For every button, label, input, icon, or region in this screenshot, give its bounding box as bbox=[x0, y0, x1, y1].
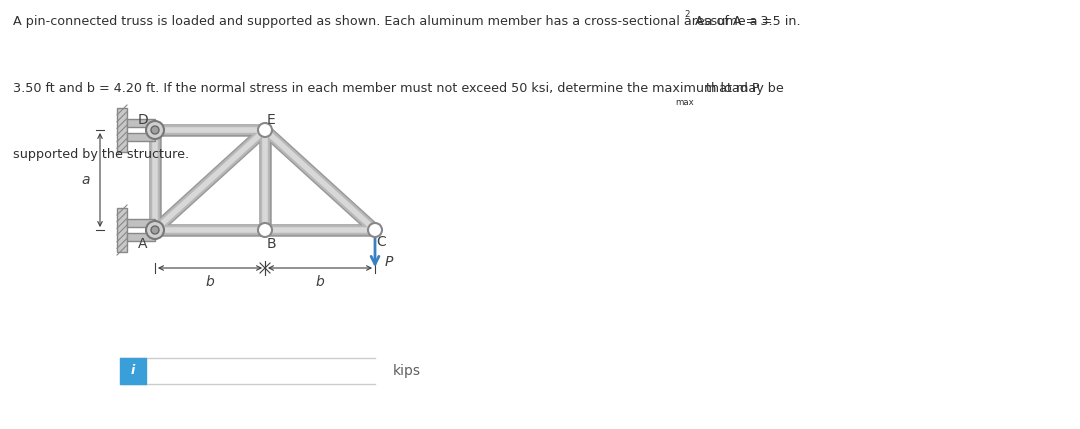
Circle shape bbox=[148, 123, 162, 137]
Text: B: B bbox=[266, 237, 275, 251]
Text: kips: kips bbox=[393, 364, 421, 378]
Bar bbox=[117, 108, 127, 152]
Circle shape bbox=[151, 226, 159, 234]
Circle shape bbox=[146, 121, 164, 139]
Text: E: E bbox=[267, 113, 275, 127]
Text: b: b bbox=[205, 275, 214, 289]
Circle shape bbox=[258, 123, 272, 137]
Circle shape bbox=[151, 126, 159, 134]
Text: D: D bbox=[137, 113, 148, 127]
Text: i: i bbox=[131, 365, 135, 378]
Text: C: C bbox=[376, 235, 386, 249]
Bar bbox=[127, 219, 156, 227]
Text: a: a bbox=[82, 173, 91, 187]
Circle shape bbox=[146, 221, 164, 239]
Circle shape bbox=[368, 223, 382, 237]
Text: 2: 2 bbox=[685, 10, 690, 19]
Bar bbox=[127, 119, 156, 127]
Text: that may be: that may be bbox=[702, 82, 784, 94]
Bar bbox=[127, 233, 156, 241]
Circle shape bbox=[148, 223, 162, 237]
Bar bbox=[127, 133, 156, 141]
Text: max: max bbox=[675, 98, 693, 107]
Bar bbox=[120, 358, 146, 384]
Text: A pin-connected truss is loaded and supported as shown. Each aluminum member has: A pin-connected truss is loaded and supp… bbox=[13, 15, 800, 28]
Text: P: P bbox=[384, 255, 393, 269]
Text: Assume a =: Assume a = bbox=[691, 15, 772, 28]
Bar bbox=[117, 208, 127, 252]
Circle shape bbox=[258, 223, 272, 237]
Text: b: b bbox=[315, 275, 324, 289]
Text: A: A bbox=[138, 237, 148, 251]
Text: 3.50 ft and b = 4.20 ft. If the normal stress in each member must not exceed 50 : 3.50 ft and b = 4.20 ft. If the normal s… bbox=[13, 82, 759, 94]
Text: supported by the structure.: supported by the structure. bbox=[13, 148, 189, 161]
